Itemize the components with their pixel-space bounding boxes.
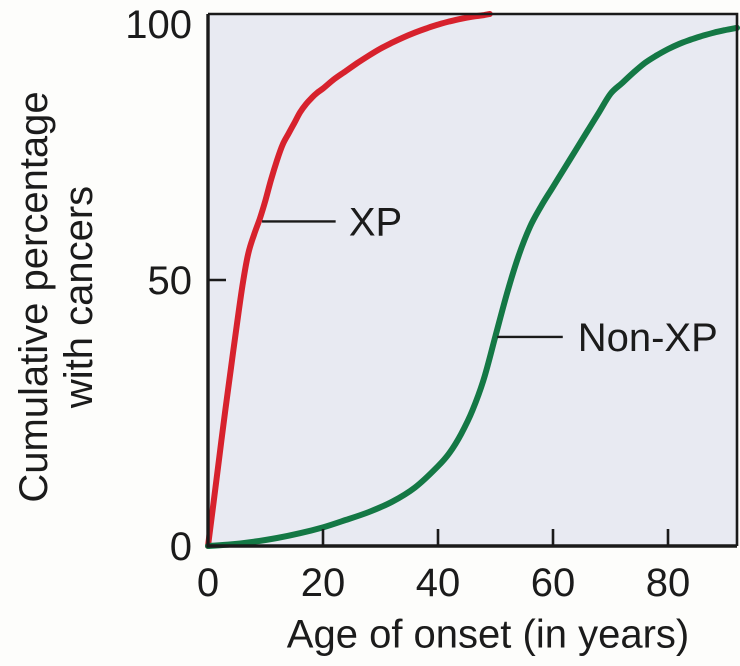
- x-tick-label: 20: [301, 561, 346, 605]
- plot-frame: [208, 12, 739, 546]
- x-tick-label: 60: [531, 561, 576, 605]
- xp-curve: [205, 11, 493, 549]
- xp-label: XP: [349, 200, 402, 244]
- x-tick-label: 80: [646, 561, 691, 605]
- axes: [206, 14, 737, 548]
- x-axis-label: Age of onset (in years): [286, 612, 690, 657]
- x-tick-label: 0: [197, 561, 219, 605]
- y-tick-label: 50: [148, 259, 193, 303]
- y-axis-label: Cumulative percentage with cancers: [12, 91, 102, 502]
- y-axis-label-line1: Cumulative percentage: [12, 91, 57, 503]
- plot-background: [208, 14, 737, 546]
- non-xp-label: Non-XP: [578, 316, 718, 360]
- non-xp-curve: [205, 24, 740, 549]
- x-tick-label: 40: [416, 561, 461, 605]
- y-tick-label: 100: [125, 3, 192, 47]
- y-axis-label-line2: with cancers: [57, 185, 101, 409]
- y-tick-label: 0: [170, 525, 192, 569]
